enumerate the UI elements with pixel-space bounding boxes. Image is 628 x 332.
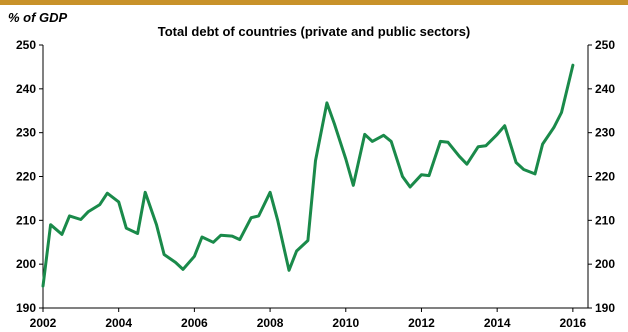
y-tick-label-right: 230 [595,126,615,140]
data-point [269,191,272,194]
y-ticks-right: 190 200 210 220 230 240 250 [588,38,615,315]
x-tick-label: 2014 [484,316,511,330]
data-point [552,126,555,129]
top-accent-bar [0,0,628,5]
data-point [439,140,442,143]
data-point [352,184,355,187]
data-point [250,216,253,219]
data-point [382,134,385,137]
data-point [60,233,63,236]
data-point [68,214,71,217]
unit-label: % of GDP [8,10,68,25]
data-point [257,214,260,217]
data-point [87,210,90,213]
data-point [325,101,328,104]
data-point [212,241,215,244]
data-point [288,269,291,272]
data-point [42,285,44,288]
x-tick-label: 2008 [257,316,284,330]
y-tick-label-right: 250 [595,38,615,52]
data-point [238,238,241,241]
y-tick-label-left: 210 [16,213,36,227]
data-point [446,141,449,144]
data-point [155,223,158,226]
data-point [401,175,404,178]
data-point [182,268,185,271]
data-point [231,235,234,238]
y-tick-label-right: 210 [595,213,615,227]
y-tick-label-right: 220 [595,170,615,184]
data-point [163,253,166,256]
data-point [371,140,374,143]
data-point [363,133,366,136]
data-point [541,143,544,146]
data-point [409,186,412,189]
data-point [117,200,120,203]
x-tick-label: 2004 [105,316,132,330]
x-tick-label: 2016 [560,316,587,330]
y-tick-label-right: 190 [595,301,615,315]
x-tick-label: 2006 [181,316,208,330]
data-point [144,191,147,194]
data-point [333,122,336,125]
data-point [458,155,461,158]
data-point [306,239,309,242]
y-tick-label-left: 230 [16,126,36,140]
series-line [41,63,575,288]
y-tick-label-left: 190 [16,301,36,315]
data-point [106,192,109,195]
data-point [49,223,52,226]
data-point [496,133,499,136]
x-tick-label: 2010 [332,316,359,330]
chart-title: Total debt of countries (private and pub… [157,24,471,39]
data-point [534,172,537,175]
data-point [477,145,480,148]
y-tick-label-left: 220 [16,170,36,184]
data-point [522,168,525,171]
data-point [79,218,82,221]
data-point [98,203,101,206]
data-point [174,261,177,264]
data-point [200,235,203,238]
data-point [420,173,423,176]
y-tick-label-right: 200 [595,257,615,271]
data-point [136,232,139,235]
data-point [560,111,563,114]
data-point [465,163,468,166]
y-tick-label-left: 200 [16,257,36,271]
data-point [193,255,196,258]
y-ticks-left: 190 200 210 220 230 240 250 [16,38,43,315]
y-tick-label-left: 250 [16,38,36,52]
data-point [125,227,128,230]
x-tick-label: 2012 [408,316,435,330]
y-tick-label-left: 240 [16,82,36,96]
data-point [295,250,298,253]
data-point [390,140,393,143]
data-point [314,159,317,162]
data-point [515,161,518,164]
data-point [571,64,574,67]
data-point [276,219,279,222]
data-point [503,124,506,127]
data-point [219,234,222,237]
series-group [41,63,575,288]
y-tick-label-right: 240 [595,82,615,96]
data-point [428,174,431,177]
data-point [344,157,347,160]
data-point [484,144,487,147]
x-ticks: 2002 2004 2006 2008 2010 2012 2014 2016 [30,308,587,330]
x-tick-label: 2002 [30,316,57,330]
